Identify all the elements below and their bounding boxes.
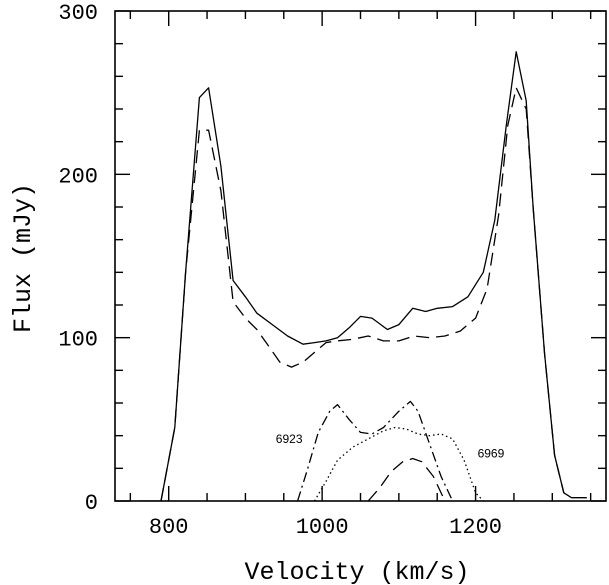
series-line-dashed-3 [367, 457, 446, 501]
x-tick-label: 1000 [296, 515, 349, 540]
plot-frame [114, 10, 607, 502]
x-tick-label: 800 [149, 515, 189, 540]
axis-tick-labels: 800 1000 1200 0 100 200 300 [58, 1, 502, 540]
y-tick-label: 200 [58, 164, 98, 189]
series-line-6969 [313, 426, 484, 501]
series-line-solid-0 [138, 51, 587, 501]
series-line-6923 [296, 400, 454, 501]
y-tick-label: 0 [85, 491, 98, 516]
y-tick-label: 100 [58, 328, 98, 353]
annotation-6923: 6923 [276, 432, 303, 446]
x-tick-label: 1200 [449, 515, 502, 540]
y-tick-label: 300 [58, 1, 98, 26]
axis-ticks [115, 10, 606, 502]
x-axis-label: Velocity (km/s) [244, 558, 469, 585]
y-axis-label: Flux (mJy) [9, 183, 38, 333]
series-line-dashed-1 [160, 87, 565, 501]
annotations: 6923 6969 [276, 432, 505, 461]
annotation-6969: 6969 [478, 447, 505, 461]
plot-frame-rect [114, 10, 607, 502]
series-lines [138, 51, 587, 501]
